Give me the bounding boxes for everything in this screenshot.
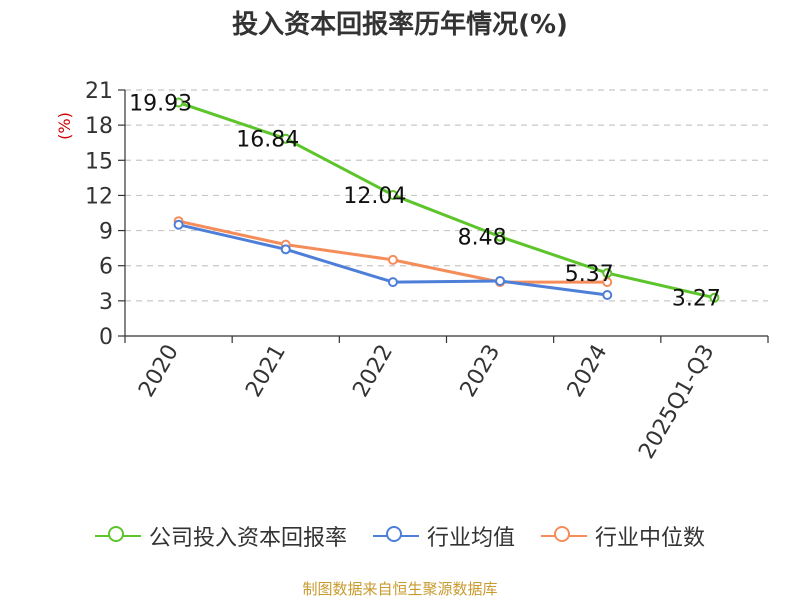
legend-marker-industry-mean bbox=[372, 524, 419, 548]
data-label: 3.27 bbox=[672, 287, 721, 312]
chart-legend: 公司投入资本回报率 行业均值 行业中位数 bbox=[0, 516, 800, 556]
y-axis-label: (%) bbox=[55, 112, 74, 140]
data-label: 12.04 bbox=[343, 184, 406, 209]
x-tick-label: 2020 bbox=[134, 341, 184, 402]
data-point bbox=[602, 277, 613, 288]
data-point bbox=[495, 275, 506, 286]
y-tick-label: 21 bbox=[85, 79, 113, 104]
data-point bbox=[173, 219, 184, 230]
data-point bbox=[495, 231, 506, 242]
data-point bbox=[280, 133, 291, 144]
y-tick-label: 18 bbox=[85, 114, 113, 139]
legend-label-industry-median: 行业中位数 bbox=[595, 526, 706, 551]
y-tick-label: 15 bbox=[85, 149, 113, 174]
legend-label-industry-mean: 行业均值 bbox=[426, 526, 515, 551]
data-label: 5.37 bbox=[565, 262, 614, 287]
x-tick-label: 2023 bbox=[456, 341, 506, 402]
series-line-0 bbox=[178, 101, 715, 300]
data-label: 8.48 bbox=[458, 226, 507, 251]
data-label: 19.93 bbox=[129, 92, 192, 117]
legend-item-industry-median[interactable]: 行业中位数 bbox=[541, 520, 705, 552]
legend-item-industry-mean[interactable]: 行业均值 bbox=[372, 520, 515, 552]
legend-label-company-roic: 公司投入资本回报率 bbox=[148, 526, 347, 551]
data-point bbox=[173, 97, 184, 108]
data-point bbox=[709, 292, 720, 303]
legend-marker-industry-median bbox=[541, 524, 587, 548]
chart-title: 投入资本回报率历年情况(%) bbox=[232, 10, 568, 40]
data-label: 16.84 bbox=[236, 128, 299, 153]
data-point bbox=[387, 189, 398, 200]
legend-item-company-roic[interactable]: 公司投入资本回报率 bbox=[94, 520, 347, 552]
data-point bbox=[387, 254, 398, 265]
legend-marker-company-roic bbox=[94, 524, 141, 548]
data-source-note: 制图数据来自恒生聚源数据库 bbox=[302, 580, 498, 598]
x-tick-label: 2024 bbox=[563, 341, 613, 402]
data-point bbox=[602, 290, 613, 300]
y-tick-label: 12 bbox=[85, 184, 113, 209]
x-tick-label: 2022 bbox=[348, 341, 398, 402]
y-tick-label: 6 bbox=[99, 255, 113, 280]
x-tick-label: 2021 bbox=[241, 341, 291, 402]
y-tick-label: 0 bbox=[99, 325, 113, 350]
x-tick-label: 2025Q1-Q3 bbox=[634, 341, 719, 464]
data-point bbox=[387, 277, 398, 288]
y-tick-label: 3 bbox=[99, 290, 113, 315]
data-point bbox=[602, 268, 613, 279]
y-tick-label: 9 bbox=[99, 220, 113, 245]
data-point bbox=[280, 244, 291, 255]
